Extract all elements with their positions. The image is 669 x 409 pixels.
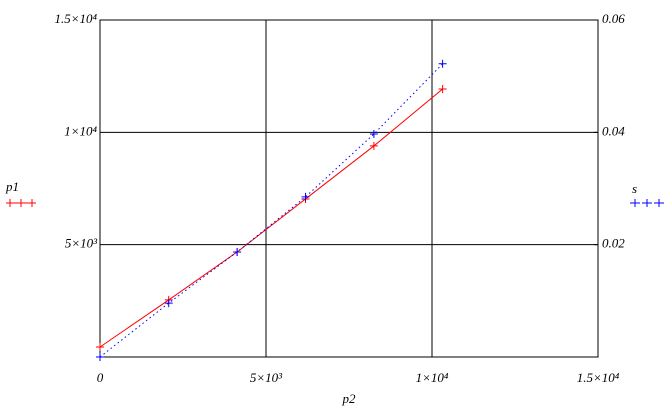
- point-marker: [164, 299, 173, 308]
- point-marker: [438, 84, 447, 93]
- point-marker: [96, 343, 104, 352]
- x-tick-label: 5×10³: [250, 370, 283, 385]
- point-marker: [369, 141, 378, 150]
- point-marker: [301, 192, 310, 201]
- point-marker: [438, 59, 447, 68]
- x-axis-label: p2: [342, 391, 357, 406]
- legend-label: s: [632, 181, 637, 196]
- x-tick-label: 1×10⁴: [416, 370, 449, 385]
- legend-label: p1: [5, 179, 19, 194]
- legend-symbol: [6, 199, 36, 207]
- point-marker: [96, 353, 104, 361]
- plot-frame: [99, 19, 599, 358]
- point-marker: [369, 130, 378, 139]
- y-tick-label: 1.5×10⁴: [54, 11, 97, 26]
- y-tick-label: 5×10³: [65, 236, 98, 251]
- x-tick-label: 1.5×10⁴: [577, 370, 620, 385]
- y2-tick-label: 0.06: [602, 11, 625, 26]
- y-tick-label: 1×10⁴: [64, 123, 97, 138]
- series-line: [99, 63, 443, 358]
- x-tick-label: 0: [97, 370, 104, 385]
- point-marker: [233, 247, 242, 256]
- legend-symbol: [630, 199, 664, 207]
- y2-tick-label: 0.02: [602, 236, 625, 251]
- y2-tick-label: 0.04: [602, 123, 625, 138]
- series-line: [99, 88, 443, 348]
